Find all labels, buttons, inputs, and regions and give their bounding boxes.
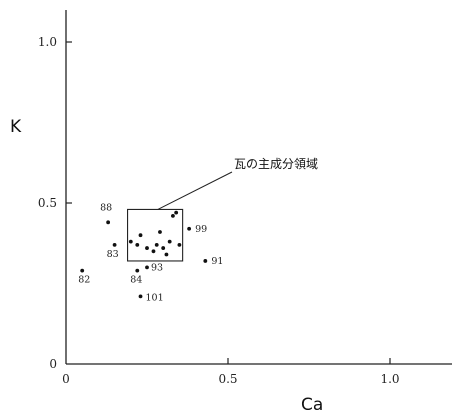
x-tick-label: 0.5 [218,372,237,386]
region-group: 瓦の主成分領域 [127,156,318,262]
data-point [145,265,149,270]
data-point [128,239,133,244]
y-tick-label: 0.5 [38,196,57,210]
data-point [177,242,182,247]
y-axis-label: K [10,117,22,137]
data-point [161,246,166,250]
data-point [171,213,175,218]
region-leader-line [157,171,233,210]
data-point [164,252,169,257]
point-label: 82 [78,275,90,286]
data-point [135,268,140,273]
y-tick-label: 1.0 [38,35,57,49]
x-tick-label: 0 [62,372,70,386]
data-point [158,230,162,234]
data-point [80,268,85,273]
point-label: 83 [107,249,119,260]
point-label: 88 [100,202,112,213]
data-point [203,259,208,263]
point-label: 99 [195,224,207,235]
data-point [112,242,117,247]
data-point [106,220,111,225]
region-annotation: 瓦の主成分領域 [234,156,318,171]
y-tick-label: 0 [49,357,57,371]
point-label: 84 [130,275,142,286]
x-axis-label: Ca [301,395,323,415]
marks-group: 88 83 82 84 93 99 91 101 [78,202,223,303]
x-tick-label: 1.0 [380,372,399,386]
point-label: 91 [211,256,223,267]
axes [65,10,452,365]
data-point [151,249,156,254]
point-label: 101 [146,292,164,303]
data-point [154,242,159,247]
point-label: 93 [151,262,163,273]
data-point [187,226,192,231]
data-point [145,246,149,250]
data-point [135,242,140,247]
data-point [167,239,172,244]
data-point [174,210,179,215]
data-point [138,294,143,299]
data-point [138,233,143,238]
region-box [127,208,184,262]
tick-group: 0 0.5 1.0 0 0.5 1.0 [38,35,400,386]
